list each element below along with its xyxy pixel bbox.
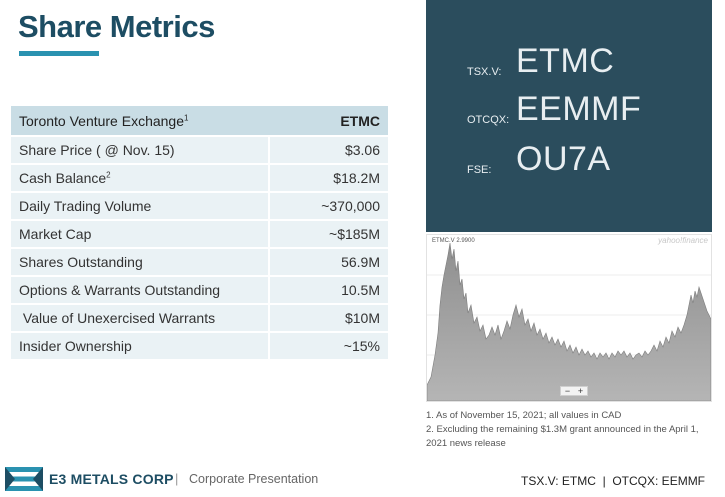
title-underline <box>19 51 99 56</box>
ticker-symbol: OU7A <box>516 140 611 178</box>
table-header-value: ETMC <box>269 106 388 137</box>
metric-value: ~15% <box>269 332 388 361</box>
zoom-out-button[interactable]: − <box>564 386 571 396</box>
metric-label: Cash Balance2 <box>11 164 270 193</box>
metric-value: $10M <box>269 304 388 333</box>
metric-value: 10.5M <box>269 276 388 305</box>
exchange-label: FSE: <box>467 164 492 176</box>
footer-tickers: TSX.V: ETMC | OTCQX: EEMMF <box>521 474 706 488</box>
metric-label: Shares Outstanding <box>11 248 270 277</box>
price-area-chart <box>427 242 711 401</box>
exchange-label: OTCQX: <box>467 114 510 126</box>
metric-label: Options & Warrants Outstanding <box>11 276 270 305</box>
page-title: Share Metrics <box>18 9 215 44</box>
footnotes: 1. As of November 15, 2021; all values i… <box>426 409 722 451</box>
metric-label: Insider Ownership <box>11 332 270 361</box>
footnote-1: 1. As of November 15, 2021; all values i… <box>426 410 622 421</box>
metric-value: $18.2M <box>269 164 388 193</box>
footer-subtitle: Corporate Presentation <box>189 472 319 486</box>
table-row: Daily Trading Volume ~370,000 <box>11 192 388 221</box>
metric-label: Market Cap <box>11 220 270 249</box>
table-row: Insider Ownership ~15% <box>11 332 388 361</box>
footnote-marker: 2 <box>106 170 111 180</box>
table-header-row: Toronto Venture Exchange1 ETMC <box>11 106 388 137</box>
metric-label: Daily Trading Volume <box>11 192 270 221</box>
footnote-2: 2. Excluding the remaining $1.3M grant a… <box>426 424 699 449</box>
table-row: Cash Balance2 $18.2M <box>11 164 388 193</box>
table-row: Share Price ( @ Nov. 15) $3.06 <box>11 136 388 165</box>
yahoo-finance-logo: yahoo!finance <box>658 236 708 245</box>
table-row: Value of Unexercised Warrants $10M <box>11 304 388 333</box>
share-metrics-table: Toronto Venture Exchange1 ETMC Share Pri… <box>11 106 388 361</box>
table-row: Market Cap ~$185M <box>11 220 388 249</box>
metric-label: Value of Unexercised Warrants <box>11 304 270 333</box>
footer-separator: | <box>175 471 179 486</box>
zoom-control: − + <box>560 386 588 396</box>
chart-ticker-label: ETMC.V 2.9900 <box>432 238 475 244</box>
exchange-label: TSX.V: <box>467 66 502 78</box>
metric-value: ~370,000 <box>269 192 388 221</box>
price-area <box>427 242 711 401</box>
table-row: Options & Warrants Outstanding 10.5M <box>11 276 388 305</box>
e3-metals-logo-icon <box>5 467 43 491</box>
ticker-panel: TSX.V: ETMC OTCQX: EEMMF FSE: OU7A <box>426 0 712 232</box>
table-row: Shares Outstanding 56.9M <box>11 248 388 277</box>
footnote-marker: 1 <box>184 112 189 122</box>
company-name: E3 METALS CORP <box>49 471 174 487</box>
ticker-symbol: ETMC <box>516 42 615 80</box>
stock-price-chart: ETMC.V 2.9900 yahoo!finance − + <box>426 234 712 402</box>
table-header-label: Toronto Venture Exchange1 <box>11 106 269 137</box>
ticker-symbol: EEMMF <box>516 90 642 128</box>
metric-value: $3.06 <box>269 136 388 165</box>
metric-value: ~$185M <box>269 220 388 249</box>
metric-label: Share Price ( @ Nov. 15) <box>11 136 270 165</box>
metric-value: 56.9M <box>269 248 388 277</box>
zoom-in-button[interactable]: + <box>577 386 584 396</box>
